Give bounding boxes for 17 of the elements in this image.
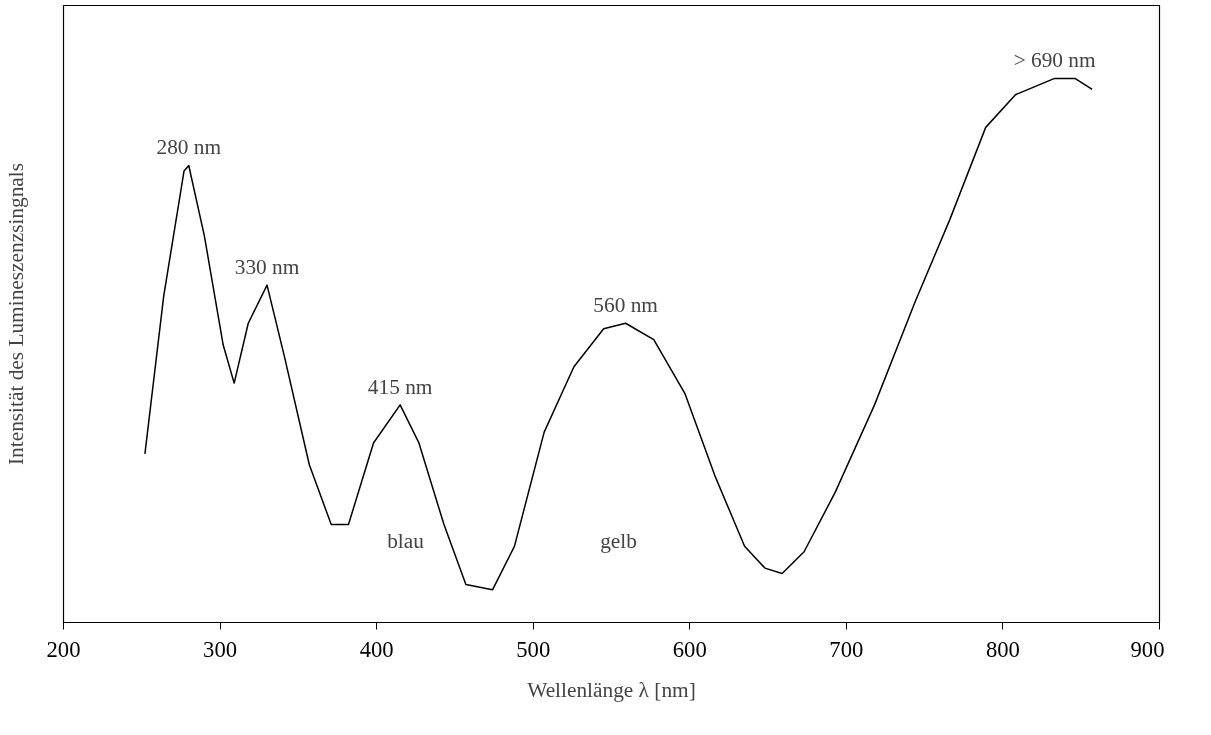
x-tick-label: 400 bbox=[359, 636, 394, 662]
x-tick-label: 600 bbox=[672, 636, 707, 662]
x-tick-label: 200 bbox=[46, 636, 81, 662]
annotation: gelb bbox=[600, 528, 637, 553]
annotation: 560 nm bbox=[593, 293, 659, 318]
x-tick-label: 700 bbox=[829, 636, 864, 662]
annotation: blau bbox=[387, 528, 425, 553]
annotation: 280 nm bbox=[156, 135, 222, 160]
x-tick-label: 300 bbox=[203, 636, 238, 662]
y-axis-title: Intensität des Lumineszenzsingnals bbox=[3, 162, 28, 466]
x-tick-label: 800 bbox=[985, 636, 1020, 662]
annotation: 415 nm bbox=[367, 374, 433, 399]
x-axis-title: Wellenlänge λ [nm] bbox=[527, 677, 696, 702]
annotation: > 690 nm bbox=[1013, 48, 1096, 73]
annotation: 330 nm bbox=[234, 255, 300, 280]
x-tick-label: 900 bbox=[1130, 636, 1165, 662]
x-tick-label: 500 bbox=[516, 636, 551, 662]
